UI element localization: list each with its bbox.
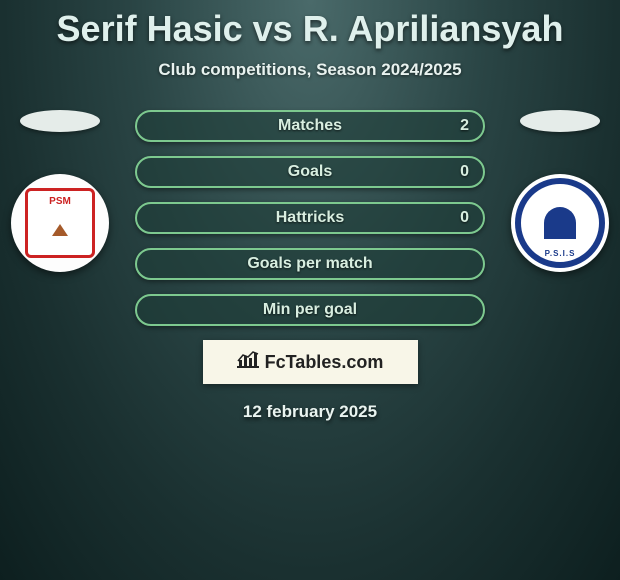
bar-chart-icon [237, 351, 259, 374]
brand-text: FcTables.com [265, 352, 384, 373]
stat-label: Min per goal [263, 301, 357, 319]
stats-list: Matches 2 Goals 0 Hattricks 0 Goals per match M… [135, 110, 485, 326]
stat-row: Hattricks 0 [135, 202, 485, 234]
player-right-column: P.S.I.S [510, 110, 610, 272]
subtitle: Club competitions, Season 2024/2025 [0, 60, 620, 80]
stat-label: Goals per match [247, 255, 372, 273]
player-left-column [10, 110, 110, 272]
page-title: Serif Hasic vs R. Apriliansyah [0, 0, 620, 50]
player-right-avatar-placeholder [520, 110, 600, 132]
stat-right-value: 0 [460, 209, 469, 227]
stat-row: Min per goal [135, 294, 485, 326]
club-badge-psis: P.S.I.S [511, 174, 609, 272]
comparison-panel: P.S.I.S Matches 2 Goals 0 Hattricks 0 Goals pe… [0, 110, 620, 450]
stat-right-value: 0 [460, 163, 469, 181]
stat-row: Matches 2 [135, 110, 485, 142]
stat-label: Goals [288, 163, 332, 181]
date-label: 12 february 2025 [0, 402, 620, 422]
stat-right-value: 2 [460, 117, 469, 135]
stat-label: Hattricks [276, 209, 344, 227]
stat-label: Matches [278, 117, 342, 135]
club-badge-psm [11, 174, 109, 272]
brand-box: FcTables.com [203, 340, 418, 384]
stat-row: Goals per match [135, 248, 485, 280]
stat-row: Goals 0 [135, 156, 485, 188]
player-left-avatar-placeholder [20, 110, 100, 132]
